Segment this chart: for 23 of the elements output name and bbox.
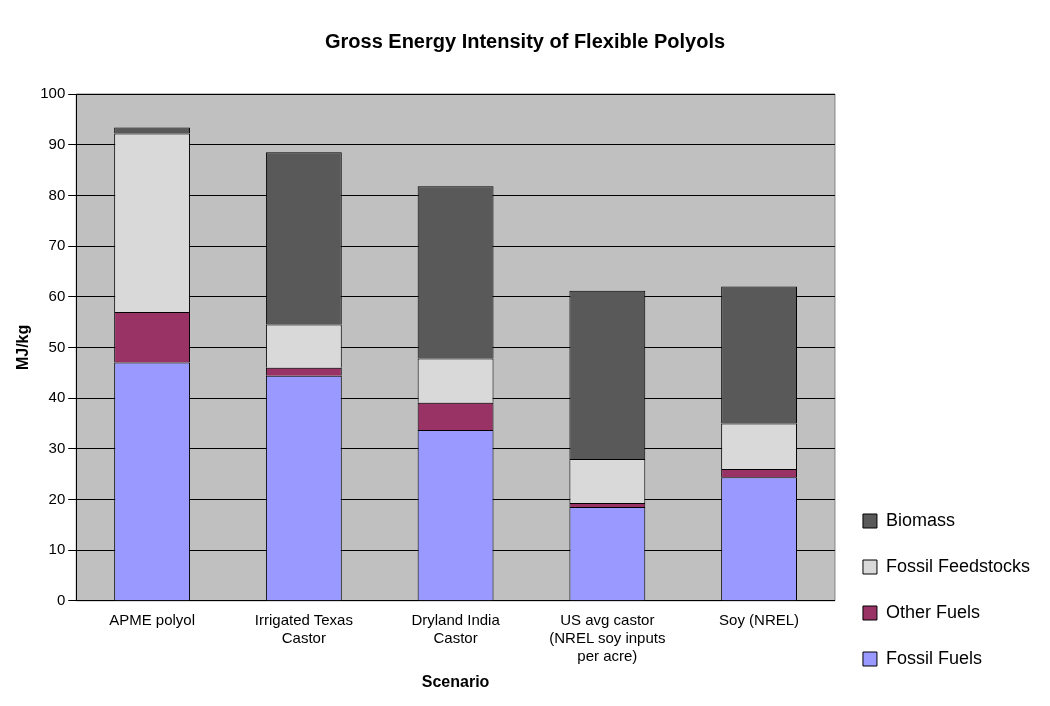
y-tick-label: 20 [48,489,66,507]
x-tick-label: Soy (NREL) [719,610,800,628]
y-tick-label: 50 [48,337,66,355]
legend-label: Other Fuels [885,601,980,622]
y-tick-label: 0 [56,590,66,608]
y-tick-label: 80 [48,185,66,203]
x-tick-label: US avg castor (NREL soy inputs per acre) [549,610,666,664]
x-axis-title: Scenario [421,672,490,690]
legend-label: Fossil Fuels [885,647,982,668]
y-tick-label: 40 [48,388,66,406]
x-tick-label: Dryland India Castor [411,610,501,646]
y-tick-label: 90 [48,134,66,152]
y-tick-label: 30 [48,438,66,456]
legend-label: Fossil Feedstocks [885,555,1030,576]
legend-label: Biomass [885,509,955,530]
y-tick-label: 70 [48,236,66,254]
y-tick-label: 60 [48,286,66,304]
y-tick-label: 10 [48,540,66,558]
chart-title: Gross Energy Intensity of Flexible Polyols [324,29,726,52]
y-axis-title: MJ/kg [14,324,32,371]
y-tick-label: 100 [40,84,66,102]
x-tick-label: Irrigated Texas Castor [254,610,353,646]
x-tick-label: APME polyol [109,610,196,628]
